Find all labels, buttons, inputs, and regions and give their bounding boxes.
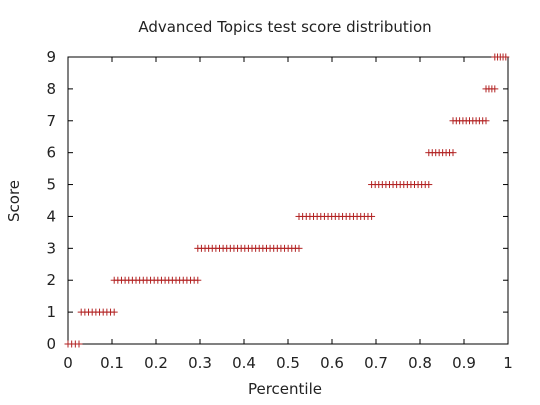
y-tick-label: 7 — [46, 112, 56, 130]
data-point — [482, 117, 490, 125]
x-tick-label: 0.6 — [320, 354, 344, 372]
data-point — [425, 181, 433, 189]
x-tick-label: 0.4 — [232, 354, 256, 372]
data-point — [75, 340, 83, 348]
data-point — [449, 149, 457, 157]
x-tick-label: 0.5 — [276, 354, 300, 372]
y-axis-label: Score — [5, 180, 23, 222]
y-tick-label: 4 — [46, 207, 56, 225]
x-tick-label: 0 — [63, 354, 73, 372]
y-tick-label: 8 — [46, 80, 56, 98]
data-point — [295, 244, 303, 252]
y-tick-label: 5 — [46, 176, 56, 194]
axis-ticks: 0 0.1 0.2 0.3 0.4 0.5 0.6 0.7 0.8 0.9 1 0 1 2 3 4 5 6 7 8 9 — [46, 48, 512, 372]
data-point — [368, 212, 376, 220]
data-point — [194, 276, 202, 284]
x-tick-label: 0.7 — [364, 354, 388, 372]
x-axis-label: Percentile — [248, 380, 322, 398]
y-tick-label: 9 — [46, 48, 56, 66]
y-tick-label: 1 — [46, 303, 56, 321]
y-tick-label: 6 — [46, 144, 56, 162]
data-point — [491, 85, 499, 93]
x-tick-label: 0.9 — [452, 354, 476, 372]
y-tick-label: 0 — [46, 335, 56, 353]
x-tick-label: 0.3 — [188, 354, 212, 372]
x-tick-label: 0.2 — [144, 354, 168, 372]
data-point — [110, 308, 118, 316]
x-tick-label: 0.1 — [100, 354, 124, 372]
x-tick-label: 0.8 — [408, 354, 432, 372]
chart-title: Advanced Topics test score distribution — [138, 18, 431, 36]
y-tick-label: 3 — [46, 239, 56, 257]
data-point — [502, 53, 510, 61]
y-tick-label: 2 — [46, 271, 56, 289]
plot-frame — [67, 56, 509, 345]
x-tick-label: 1 — [503, 354, 513, 372]
data-points — [64, 53, 510, 348]
